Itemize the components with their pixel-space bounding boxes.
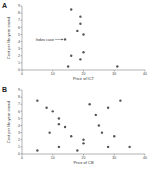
y-tick-label: 0 [18, 152, 20, 156]
point [45, 107, 47, 109]
annotation-arrowhead [62, 38, 64, 40]
y-tick-label: 2 [18, 138, 20, 142]
annotation-arrow [55, 39, 63, 40]
point [128, 146, 130, 148]
point [67, 65, 69, 67]
point [79, 58, 81, 60]
y-tick-label: 4 [18, 40, 20, 44]
x-tick-label: 0 [21, 156, 23, 160]
y-tick-label: 2 [18, 54, 20, 58]
y-tick-label: 6 [18, 26, 20, 30]
x-tick-label: 10 [51, 72, 55, 76]
point [79, 23, 81, 25]
panel-label: A [2, 2, 7, 9]
point [76, 149, 78, 151]
y-tick [21, 34, 23, 35]
point [36, 149, 38, 151]
y-tick-label: 5 [18, 117, 20, 121]
point [52, 110, 54, 112]
y-tick [21, 118, 23, 119]
point [64, 126, 66, 128]
y-axis-label: Cost per life-year saved [6, 17, 11, 59]
point [82, 33, 84, 35]
point [79, 15, 81, 17]
y-axis [22, 90, 23, 154]
x-tick-label: 30 [112, 72, 116, 76]
y-tick [21, 70, 23, 71]
x-axis [22, 154, 145, 155]
y-tick-label: 1 [18, 145, 20, 149]
y-tick-label: 7 [18, 18, 20, 22]
point [88, 103, 90, 105]
y-tick-label: 8 [18, 95, 20, 99]
figure: A0102030400123456789Price of ICTCost per… [0, 0, 150, 169]
point [76, 30, 78, 32]
x-tick-label: 0 [21, 72, 23, 76]
y-tick [21, 125, 23, 126]
point [70, 8, 72, 10]
y-tick [21, 139, 23, 140]
y-tick [21, 41, 23, 42]
y-axis [22, 6, 23, 70]
point [82, 139, 84, 141]
y-tick [21, 97, 23, 98]
y-tick [21, 20, 23, 21]
point [95, 114, 97, 116]
y-tick-label: 3 [18, 131, 20, 135]
y-tick [21, 62, 23, 63]
y-tick [21, 90, 23, 91]
y-tick [21, 6, 23, 7]
point [70, 55, 72, 57]
point [48, 131, 50, 133]
y-tick-label: 5 [18, 33, 20, 37]
y-tick-label: 9 [18, 88, 20, 92]
point [58, 117, 60, 119]
point [107, 146, 109, 148]
point [116, 65, 118, 67]
points [64, 8, 119, 67]
point [82, 51, 84, 53]
point [82, 142, 84, 144]
panel-label: B [2, 86, 7, 93]
y-tick-label: 1 [18, 61, 20, 65]
y-tick [21, 132, 23, 133]
x-axis-label: Price of ICT [73, 76, 95, 81]
y-tick [21, 48, 23, 49]
y-tick-label: 3 [18, 47, 20, 51]
x-tick-label: 10 [51, 156, 55, 160]
y-tick [21, 111, 23, 112]
point [58, 123, 60, 125]
points [36, 99, 131, 151]
y-tick [21, 154, 23, 155]
y-tick-label: 7 [18, 102, 20, 106]
y-tick [21, 27, 23, 28]
point [107, 107, 109, 109]
y-tick [21, 146, 23, 147]
annotation: Index case [36, 38, 54, 42]
y-tick-label: 6 [18, 110, 20, 114]
y-tick-label: 4 [18, 124, 20, 128]
x-tick-label: 40 [143, 156, 147, 160]
y-tick [21, 104, 23, 105]
point [119, 99, 121, 101]
x-axis [22, 70, 145, 71]
point [58, 146, 60, 148]
y-axis-label: Cost per life-year saved [6, 101, 11, 143]
y-tick-label: 8 [18, 11, 20, 15]
x-tick-label: 30 [112, 156, 116, 160]
x-axis-label: Price of CB [73, 160, 94, 165]
y-tick [21, 55, 23, 56]
point [36, 99, 38, 101]
point [98, 124, 100, 126]
point [70, 135, 72, 137]
y-tick [21, 13, 23, 14]
y-tick-label: 9 [18, 4, 20, 8]
y-tick-label: 0 [18, 68, 20, 72]
point [64, 38, 66, 40]
point [101, 131, 103, 133]
x-tick-label: 40 [143, 72, 147, 76]
point [113, 135, 115, 137]
